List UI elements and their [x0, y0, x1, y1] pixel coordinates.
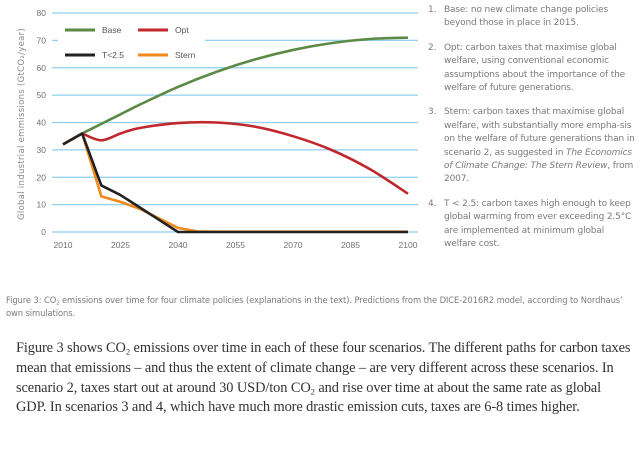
legend: Base Opt T<2.5 Stern — [65, 25, 196, 60]
x-tick-label: 2010 — [54, 240, 73, 250]
series-line-stern — [62, 132, 408, 234]
legend-label: Stern — [175, 50, 196, 60]
gridlines — [52, 12, 418, 233]
legend-label: Base — [102, 25, 122, 35]
scenario-notes: 1. Base: no new climate change policies … — [428, 4, 636, 263]
x-tick-label: 2055 — [226, 240, 245, 250]
legend-label: T<2.5 — [102, 50, 124, 60]
series-line-opt — [62, 120, 409, 195]
x-tick-label: 2085 — [341, 240, 360, 250]
y-tick-label: 50 — [37, 90, 47, 100]
stern-review-title: The Economics of Climate Change: The Ste… — [444, 147, 632, 172]
x-tick-label: 2025 — [111, 240, 130, 250]
x-axis-ticks: 2010 2025 2040 2055 2070 2085 2100 — [54, 240, 418, 250]
body-paragraph: Figure 3 shows CO2 emissions over time i… — [16, 340, 631, 416]
x-tick-label: 2070 — [284, 240, 303, 250]
y-tick-label: 0 — [41, 227, 46, 237]
note-t25: 4. T < 2.5: carbon taxes high enough to … — [428, 198, 632, 250]
series-line-base — [62, 36, 409, 146]
x-tick-label: 2100 — [399, 240, 418, 250]
y-tick-label: 20 — [37, 172, 47, 182]
figure-caption: Figure 3: CO2 emissions over time for fo… — [6, 295, 623, 318]
series-lines — [62, 36, 409, 234]
y-tick-label: 70 — [37, 35, 47, 45]
legend-label: Opt — [175, 25, 189, 35]
y-tick-label: 60 — [37, 63, 47, 73]
y-tick-label: 30 — [37, 145, 47, 155]
series-line-t25 — [62, 132, 408, 234]
note-base: 1. Base: no new climate change policies … — [428, 5, 608, 29]
y-tick-label: 10 — [37, 200, 47, 210]
note-stern: 3. Stern: carbon taxes that maximise glo… — [428, 107, 635, 185]
y-tick-label: 40 — [37, 118, 47, 128]
note-opt: 2. Opt: carbon taxes that maximise globa… — [428, 42, 626, 94]
y-axis-ticks: 0 10 20 30 40 50 60 70 80 — [37, 8, 47, 237]
y-axis-label: Global industrial emmissions (GtCO₂/year… — [17, 28, 27, 220]
x-tick-label: 2040 — [169, 240, 188, 250]
y-tick-label: 80 — [37, 8, 47, 18]
